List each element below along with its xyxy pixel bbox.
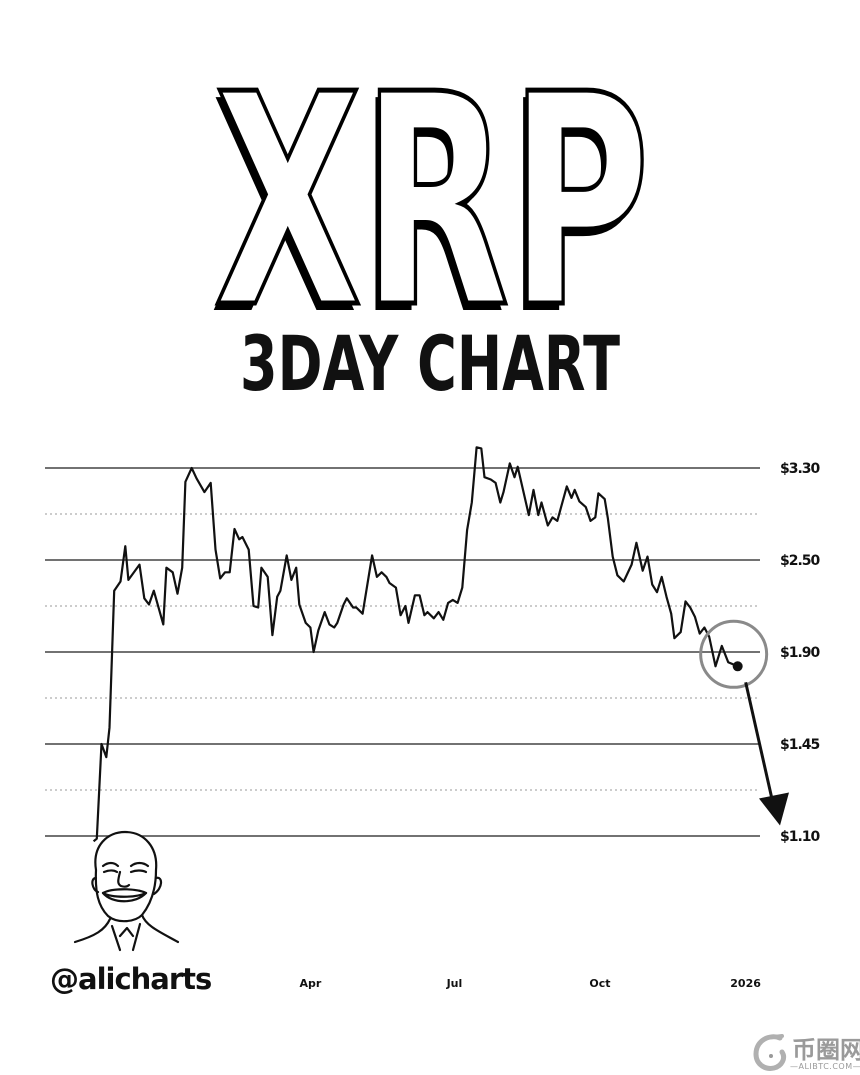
x-tick-label: Oct	[589, 977, 610, 990]
page-subtitle: 3DAY CHART	[240, 319, 620, 408]
annotations	[699, 619, 789, 826]
x-tick-label: 2026	[730, 977, 761, 990]
x-tick-label: Apr	[300, 977, 322, 990]
x-axis-labels: Apr Jul Oct 2026	[300, 977, 762, 990]
last-price-dot	[732, 661, 743, 672]
title-group: 3DAY CHART	[240, 319, 620, 408]
watermark-logo-icon	[753, 1034, 787, 1071]
avatar	[73, 830, 180, 952]
y-tick-label: $1.90	[780, 645, 821, 661]
x-tick-label: Jul	[446, 977, 463, 990]
y-tick-label: $1.10	[780, 829, 821, 845]
y-tick-label: $1.45	[780, 737, 820, 753]
y-tick-label: $2.50	[780, 553, 821, 569]
page-title: XRP	[212, 32, 651, 372]
price-series	[92, 446, 739, 843]
y-axis-labels: $3.30 $2.50 $1.90 $1.45 $1.10	[780, 461, 822, 845]
watermark-name: 币圈网	[792, 1036, 860, 1064]
author-handle: @alicharts	[50, 962, 212, 996]
highlight-circle	[699, 619, 769, 689]
watermark-domain: —ALIBTC.COM—	[790, 1062, 860, 1071]
projection-arrow-head	[759, 792, 789, 826]
y-tick-label: $3.30	[780, 461, 821, 477]
grid	[45, 467, 760, 837]
projection-arrow-shaft	[744, 681, 775, 804]
price-line	[92, 446, 739, 843]
